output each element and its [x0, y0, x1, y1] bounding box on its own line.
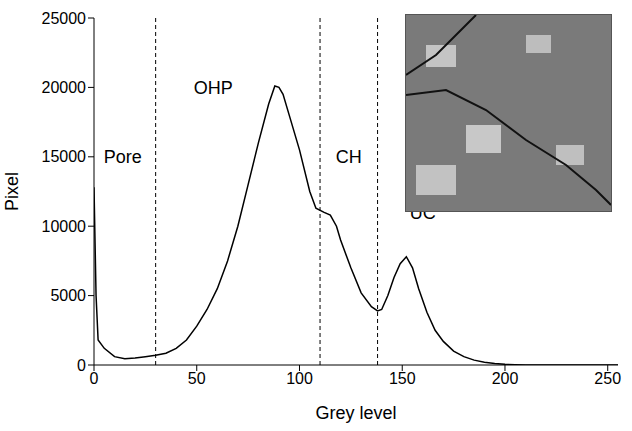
svg-text:10000: 10000: [42, 218, 87, 235]
svg-text:Pore: Pore: [104, 147, 142, 167]
svg-text:50: 50: [188, 370, 206, 387]
svg-text:5000: 5000: [50, 287, 86, 304]
svg-text:20000: 20000: [42, 79, 87, 96]
svg-text:150: 150: [389, 370, 416, 387]
svg-text:200: 200: [492, 370, 519, 387]
svg-text:CH: CH: [336, 147, 362, 167]
svg-text:Pixel: Pixel: [2, 172, 22, 211]
svg-text:100: 100: [286, 370, 313, 387]
svg-text:Grey level: Grey level: [315, 403, 396, 423]
svg-text:250: 250: [594, 370, 621, 387]
svg-text:15000: 15000: [42, 148, 87, 165]
svg-text:0: 0: [90, 370, 99, 387]
svg-text:UC: UC: [409, 202, 436, 223]
svg-text:OHP: OHP: [194, 78, 233, 98]
svg-text:0: 0: [77, 357, 86, 374]
svg-text:25000: 25000: [42, 10, 87, 27]
